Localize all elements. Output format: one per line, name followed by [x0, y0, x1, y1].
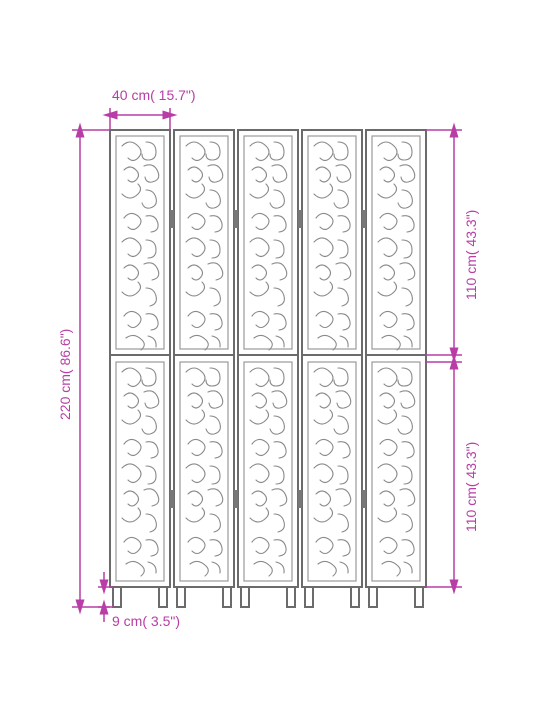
panel-2	[170, 130, 234, 607]
dim-lower-half: 110 cm( 43.3")	[426, 362, 479, 587]
dim-panel-width: 40 cm( 15.7")	[110, 87, 196, 130]
dim-lower-half-label: 110 cm( 43.3")	[463, 442, 479, 532]
diagram-svg: 40 cm( 15.7") 220 cm( 86.6") 110 cm( 43.…	[0, 0, 540, 720]
panel-5	[362, 130, 426, 607]
panel-1	[110, 130, 170, 607]
dim-upper-half: 110 cm( 43.3")	[426, 130, 479, 355]
diagram-stage: 40 cm( 15.7") 220 cm( 86.6") 110 cm( 43.…	[0, 0, 540, 720]
dim-upper-half-label: 110 cm( 43.3")	[463, 210, 479, 300]
dim-total-height: 220 cm( 86.6")	[57, 130, 110, 607]
dim-total-height-label: 220 cm( 86.6")	[57, 329, 73, 420]
dim-foot-label: 9 cm( 3.5")	[112, 613, 180, 629]
room-divider	[110, 130, 426, 607]
panel-3	[234, 130, 298, 607]
panel-4	[298, 130, 362, 607]
dim-panel-width-label: 40 cm( 15.7")	[112, 87, 196, 103]
